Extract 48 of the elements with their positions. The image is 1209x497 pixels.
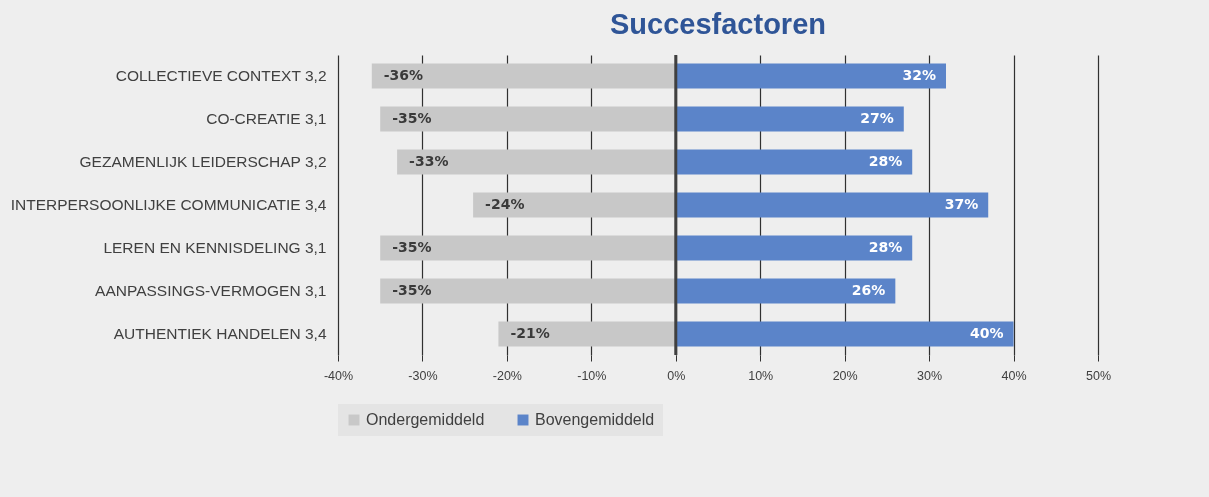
data-label: 32%	[902, 67, 936, 84]
data-label: -35%	[392, 110, 432, 127]
x-tick-label: 10%	[748, 368, 774, 383]
data-label: -35%	[392, 281, 432, 298]
bar	[675, 321, 1014, 347]
data-label: 37%	[944, 196, 979, 212]
data-label: 26%	[851, 281, 886, 298]
y-tick-label: CO-CREATIE 3,1	[206, 110, 327, 128]
x-tick-label: 0%	[667, 368, 686, 383]
bar	[380, 278, 676, 304]
bar	[675, 106, 904, 132]
data-label: -36%	[383, 67, 424, 84]
y-tick-label: LEREN EN KENNISDELING 3,1	[103, 238, 327, 256]
data-label: -33%	[409, 153, 449, 170]
y-tick-label: COLLECTIEVE CONTEXT 3,2	[115, 67, 327, 85]
bar	[380, 106, 676, 132]
bar	[675, 235, 913, 261]
bar	[675, 149, 913, 175]
legend-label: Ondergemiddeld	[366, 411, 485, 428]
y-tick-label: AANPASSINGS-VERMOGEN 3,1	[95, 281, 327, 299]
y-tick-label: GEZAMENLIJK LEIDERSCHAP 3,2	[79, 153, 327, 171]
legend-label: Bovengemiddeld	[535, 411, 655, 428]
bar	[473, 192, 676, 218]
data-label: -35%	[392, 238, 432, 255]
data-label: 27%	[860, 110, 894, 127]
x-tick-label: -20%	[492, 368, 522, 383]
x-tick-label: -40%	[323, 368, 354, 383]
data-label: 28%	[868, 153, 903, 170]
x-tick-label: 50%	[1085, 368, 1112, 383]
x-tick-label: 40%	[1001, 368, 1027, 383]
bar	[380, 235, 676, 261]
y-tick-label: AUTHENTIEK HANDELEN 3,4	[113, 324, 327, 342]
x-tick-label: 20%	[832, 368, 858, 383]
x-tick-label: -30%	[408, 368, 438, 383]
data-label: -21%	[510, 324, 550, 341]
x-tick-label: 30%	[917, 368, 943, 383]
bar	[371, 63, 676, 89]
bar	[498, 321, 676, 347]
data-label: 28%	[868, 238, 903, 255]
data-label: 40%	[970, 324, 1004, 341]
chart-title: Succesfactoren	[610, 7, 826, 40]
bar	[675, 278, 896, 304]
bar	[675, 192, 989, 218]
y-tick-label: INTERPERSOONLIJKE COMMUNICATIE 3,4	[10, 196, 327, 213]
bar	[397, 149, 676, 175]
x-tick-label: -10%	[577, 368, 607, 383]
data-label: -24%	[485, 196, 525, 212]
bar	[675, 63, 946, 89]
